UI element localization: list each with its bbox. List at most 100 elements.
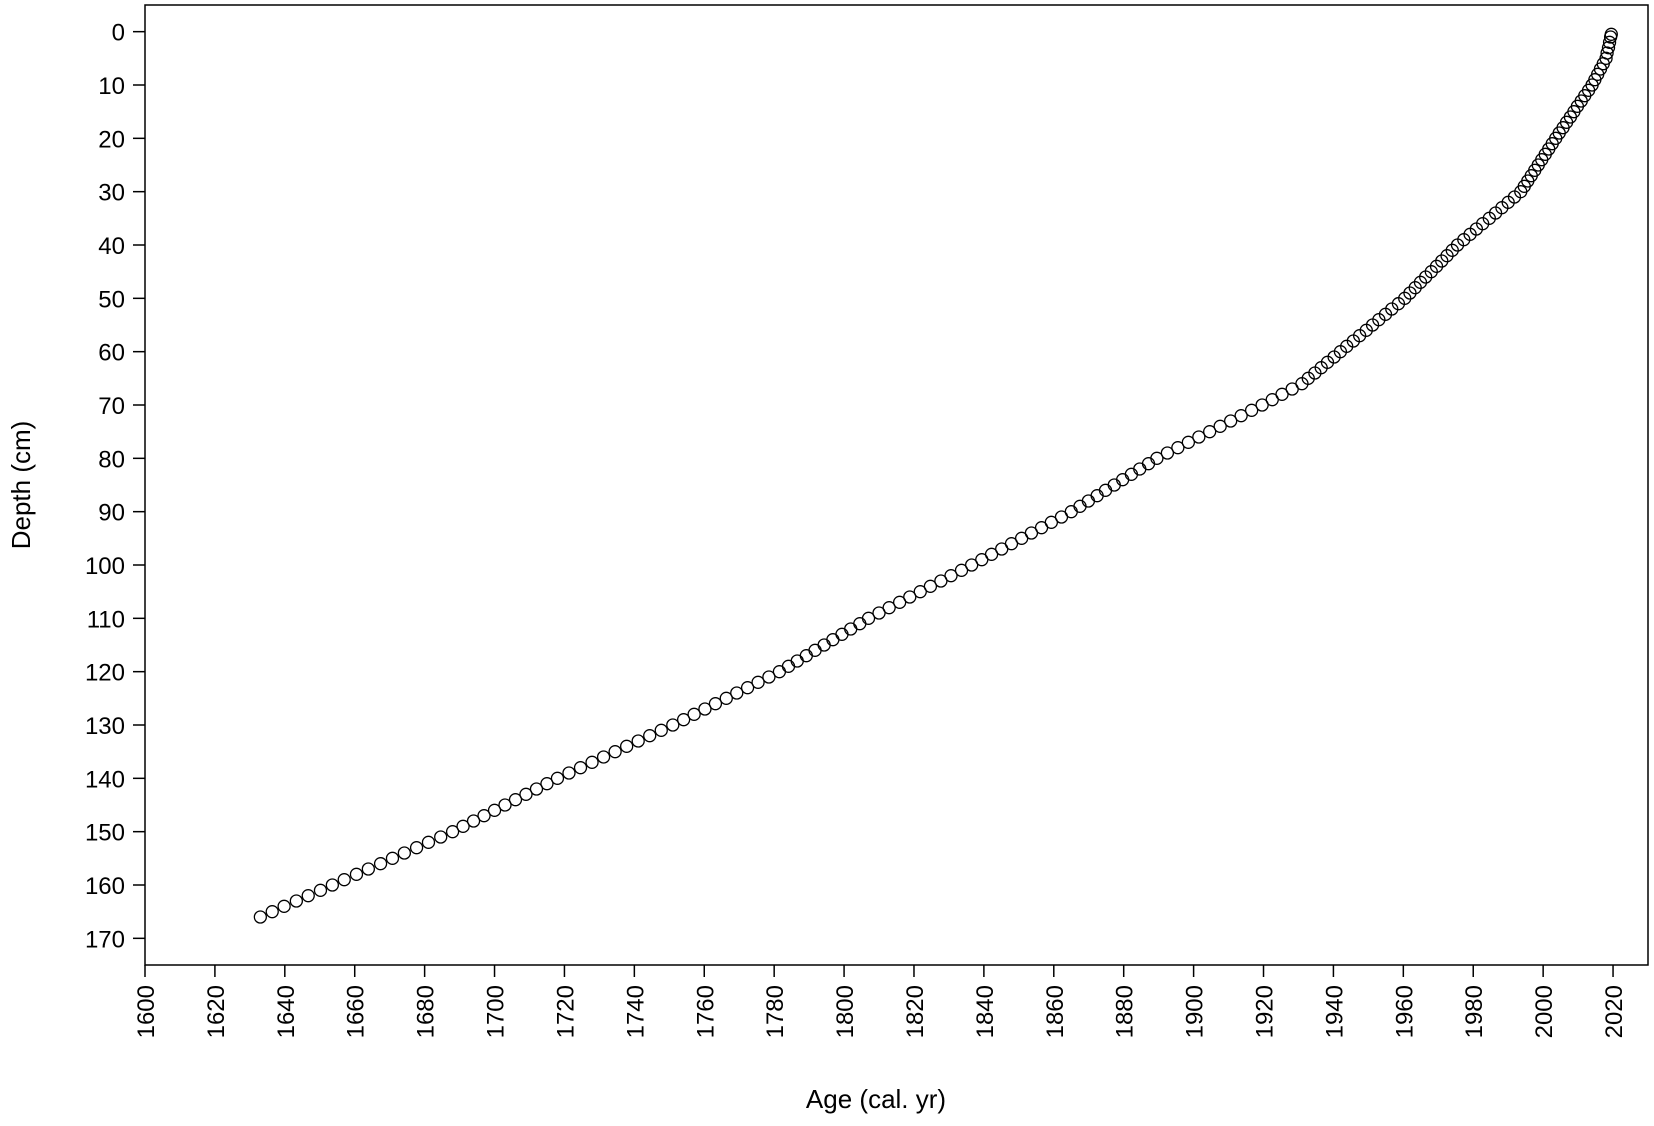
x-tick-label: 1820 <box>902 985 929 1038</box>
data-point <box>965 558 979 572</box>
data-point <box>1255 398 1269 412</box>
x-tick-label: 1980 <box>1461 985 1488 1038</box>
data-point <box>487 803 502 817</box>
x-tick-label: 1880 <box>1112 985 1139 1038</box>
data-point <box>265 905 279 919</box>
data-point <box>790 654 804 668</box>
y-tick-label: 170 <box>85 926 125 953</box>
x-tick-label: 2000 <box>1531 985 1558 1038</box>
data-point <box>337 873 351 887</box>
data-point <box>477 809 491 823</box>
data-point <box>585 755 599 769</box>
x-tick-label: 2020 <box>1601 985 1628 1038</box>
data-point <box>975 553 989 567</box>
x-tick-label: 1900 <box>1182 985 1209 1038</box>
data-point <box>923 579 938 593</box>
data-point <box>1115 473 1130 487</box>
data-point <box>620 739 634 753</box>
data-point <box>1090 489 1104 503</box>
data-point <box>301 889 315 903</box>
data-point <box>751 675 765 689</box>
x-tick-label: 1860 <box>1042 985 1069 1038</box>
data-point <box>361 862 376 876</box>
data-point <box>730 686 744 700</box>
data-point <box>892 595 907 609</box>
data-point <box>631 734 645 748</box>
y-tick-label: 50 <box>98 286 125 313</box>
data-point <box>835 627 849 641</box>
data-point <box>1098 483 1113 497</box>
data-point <box>596 750 611 764</box>
y-tick-label: 140 <box>85 766 125 793</box>
data-point <box>1107 478 1121 492</box>
data-point <box>882 601 896 615</box>
data-point <box>1224 414 1238 428</box>
data-point <box>1124 467 1139 481</box>
data-point <box>289 894 303 908</box>
data-point <box>762 670 776 684</box>
data-point <box>861 611 876 625</box>
data-point <box>466 814 481 828</box>
data-point <box>385 851 400 865</box>
x-tick-label: 1840 <box>972 985 999 1038</box>
data-point <box>1234 409 1248 423</box>
y-tick-label: 80 <box>98 446 125 473</box>
data-point <box>519 787 533 801</box>
data-point <box>1054 510 1069 524</box>
data-point <box>1244 403 1259 417</box>
data-point <box>562 766 576 780</box>
data-point <box>573 761 588 775</box>
data-point <box>1133 462 1147 476</box>
y-tick-label: 70 <box>98 393 125 420</box>
data-point <box>397 846 412 860</box>
data-point <box>373 857 388 871</box>
y-tick-label: 30 <box>98 180 125 207</box>
y-tick-label: 90 <box>98 500 125 527</box>
data-point <box>740 681 755 695</box>
y-tick-label: 130 <box>85 713 125 740</box>
data-point <box>772 665 787 679</box>
data-point <box>434 830 448 844</box>
data-point <box>529 782 544 796</box>
y-axis-label: Depth (cm) <box>6 421 36 550</box>
x-tick-label: 1960 <box>1391 985 1418 1038</box>
data-point <box>1602 35 1617 49</box>
data-point <box>1213 419 1227 433</box>
y-tick-label: 60 <box>98 340 125 367</box>
x-tick-label: 1660 <box>343 985 370 1038</box>
y-tick-label: 40 <box>98 233 125 260</box>
data-point <box>1034 521 1049 535</box>
data-point <box>508 793 523 807</box>
data-point <box>349 867 364 881</box>
data-point <box>1081 494 1096 508</box>
data-point <box>540 777 554 791</box>
data-point <box>1181 435 1196 449</box>
data-point <box>853 617 867 631</box>
y-tick-label: 100 <box>85 553 125 580</box>
data-point <box>698 702 712 716</box>
y-tick-label: 120 <box>85 660 125 687</box>
data-point <box>1160 446 1175 460</box>
x-tick-label: 1600 <box>133 985 160 1038</box>
plot-frame <box>144 4 1649 966</box>
x-tick-label: 1640 <box>273 985 300 1038</box>
x-tick-label: 1920 <box>1252 985 1279 1038</box>
data-point <box>409 841 424 855</box>
data-point <box>954 563 969 577</box>
data-point <box>1265 393 1279 407</box>
data-point <box>608 745 622 759</box>
data-point <box>995 542 1009 556</box>
data-point <box>944 569 958 583</box>
x-tick-label: 1740 <box>622 985 649 1038</box>
data-point <box>445 825 460 839</box>
data-point <box>253 910 267 924</box>
x-axis-label: Age (cal. yr) <box>806 1084 946 1114</box>
y-tick-label: 0 <box>112 20 125 47</box>
data-point <box>719 691 733 705</box>
x-tick-label: 1940 <box>1321 985 1348 1038</box>
data-point <box>1141 457 1156 471</box>
data-point <box>1285 382 1299 396</box>
data-point <box>1603 30 1618 44</box>
data-point <box>808 643 822 657</box>
